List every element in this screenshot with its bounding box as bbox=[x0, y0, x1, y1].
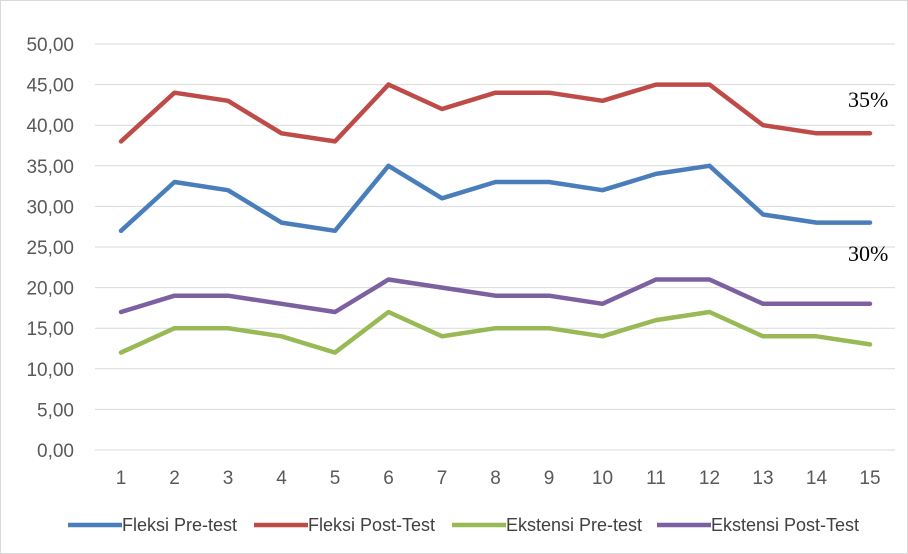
series-line bbox=[118, 163, 873, 234]
legend-label: Ekstensi Pre-test bbox=[506, 515, 642, 535]
legend-label: Fleksi Pre-test bbox=[122, 515, 237, 535]
x-tick-label: 9 bbox=[544, 468, 555, 489]
legend: Fleksi Pre-test Fleksi Post-Test Ekstensi … bbox=[68, 515, 859, 535]
x-tick-label: 14 bbox=[806, 468, 828, 489]
x-tick-label: 3 bbox=[223, 468, 234, 489]
x-tick-label: 4 bbox=[276, 468, 287, 489]
y-tick-label: 5,00 bbox=[37, 400, 74, 421]
series-group bbox=[118, 82, 873, 355]
legend-label: Fleksi Post-Test bbox=[308, 515, 435, 535]
x-axis-ticks: 1 2 3 4 5 6 7 8 9 10 11 12 13 14 15 bbox=[116, 468, 881, 489]
grid-lines bbox=[95, 43, 895, 451]
x-tick-label: 1 bbox=[116, 468, 127, 489]
annotation-label-bottom: 30% bbox=[848, 241, 888, 266]
x-tick-label: 15 bbox=[859, 468, 880, 489]
y-tick-label: 45,00 bbox=[26, 76, 74, 97]
x-tick-label: 6 bbox=[383, 468, 394, 489]
y-tick-label: 20,00 bbox=[26, 279, 74, 300]
y-tick-label: 15,00 bbox=[26, 319, 74, 340]
x-tick-label: 10 bbox=[592, 468, 613, 489]
legend-label: Ekstensi Post-Test bbox=[711, 515, 859, 535]
x-tick-label: 2 bbox=[169, 468, 180, 489]
series-line bbox=[118, 309, 873, 355]
x-tick-label: 13 bbox=[752, 468, 773, 489]
x-tick-label: 5 bbox=[330, 468, 341, 489]
y-tick-label: 0,00 bbox=[37, 441, 74, 462]
annotation-label-top: 35% bbox=[848, 87, 888, 112]
series-line bbox=[118, 82, 873, 144]
y-axis-ticks: 0,00 5,00 10,00 15,00 20,00 25,00 30,00 35,00 40… bbox=[26, 35, 74, 462]
y-tick-label: 35,00 bbox=[26, 157, 74, 178]
y-tick-label: 25,00 bbox=[26, 238, 74, 259]
y-tick-label: 10,00 bbox=[26, 360, 74, 381]
x-tick-label: 12 bbox=[699, 468, 720, 489]
x-tick-label: 11 bbox=[646, 468, 666, 489]
y-tick-label: 50,00 bbox=[26, 35, 74, 56]
x-tick-label: 7 bbox=[437, 468, 448, 489]
y-tick-label: 40,00 bbox=[26, 116, 74, 137]
y-tick-label: 30,00 bbox=[26, 197, 74, 218]
x-tick-label: 8 bbox=[490, 468, 501, 489]
